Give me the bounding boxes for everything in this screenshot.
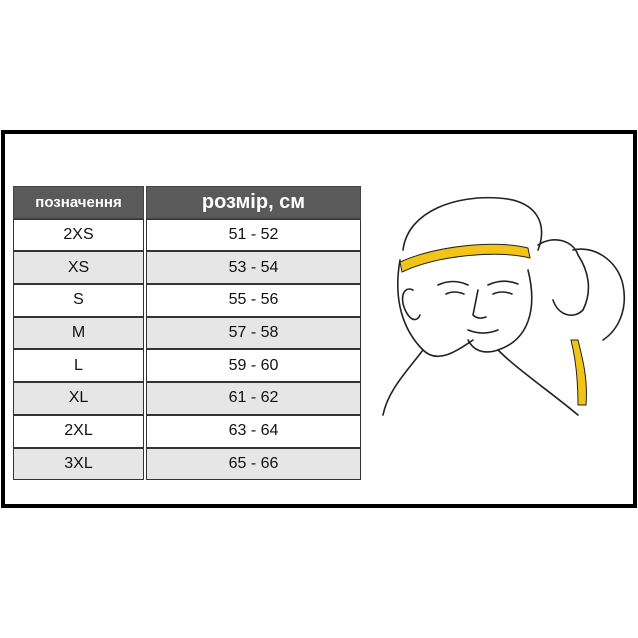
size-range-cm: 57 - 58: [146, 316, 361, 350]
size-designation: M: [13, 316, 144, 350]
size-table: позначення розмір, см 2XS 51 - 52 XS 53 - 5…: [13, 186, 361, 481]
size-designation: 2XS: [13, 218, 144, 252]
header-designation: позначення: [13, 186, 144, 219]
header-size-cm: розмір, см: [146, 186, 361, 219]
head-measuring-illustration: [382, 196, 626, 416]
size-designation: XL: [13, 382, 144, 415]
size-range-cm: 55 - 56: [146, 284, 361, 317]
size-designation: XS: [13, 251, 144, 285]
size-range-cm: 51 - 52: [146, 218, 361, 252]
table-row: XL 61 - 62: [13, 382, 361, 415]
table-row: L 59 - 60: [13, 349, 361, 383]
size-designation: 3XL: [13, 447, 144, 481]
table-row: 2XS 51 - 52: [13, 218, 361, 252]
table-row: M 57 - 58: [13, 316, 361, 350]
size-range-cm: 61 - 62: [146, 382, 361, 415]
size-designation: 2XL: [13, 414, 144, 448]
size-range-cm: 65 - 66: [146, 447, 361, 481]
table-row: 2XL 63 - 64: [13, 414, 361, 448]
size-range-cm: 59 - 60: [146, 349, 361, 383]
size-designation: S: [13, 284, 144, 317]
table-header: позначення розмір, см: [13, 186, 361, 219]
table-row: 3XL 65 - 66: [13, 447, 361, 481]
table-row: S 55 - 56: [13, 284, 361, 317]
table-row: XS 53 - 54: [13, 251, 361, 285]
size-range-cm: 63 - 64: [146, 414, 361, 448]
size-designation: L: [13, 349, 144, 383]
size-range-cm: 53 - 54: [146, 251, 361, 285]
